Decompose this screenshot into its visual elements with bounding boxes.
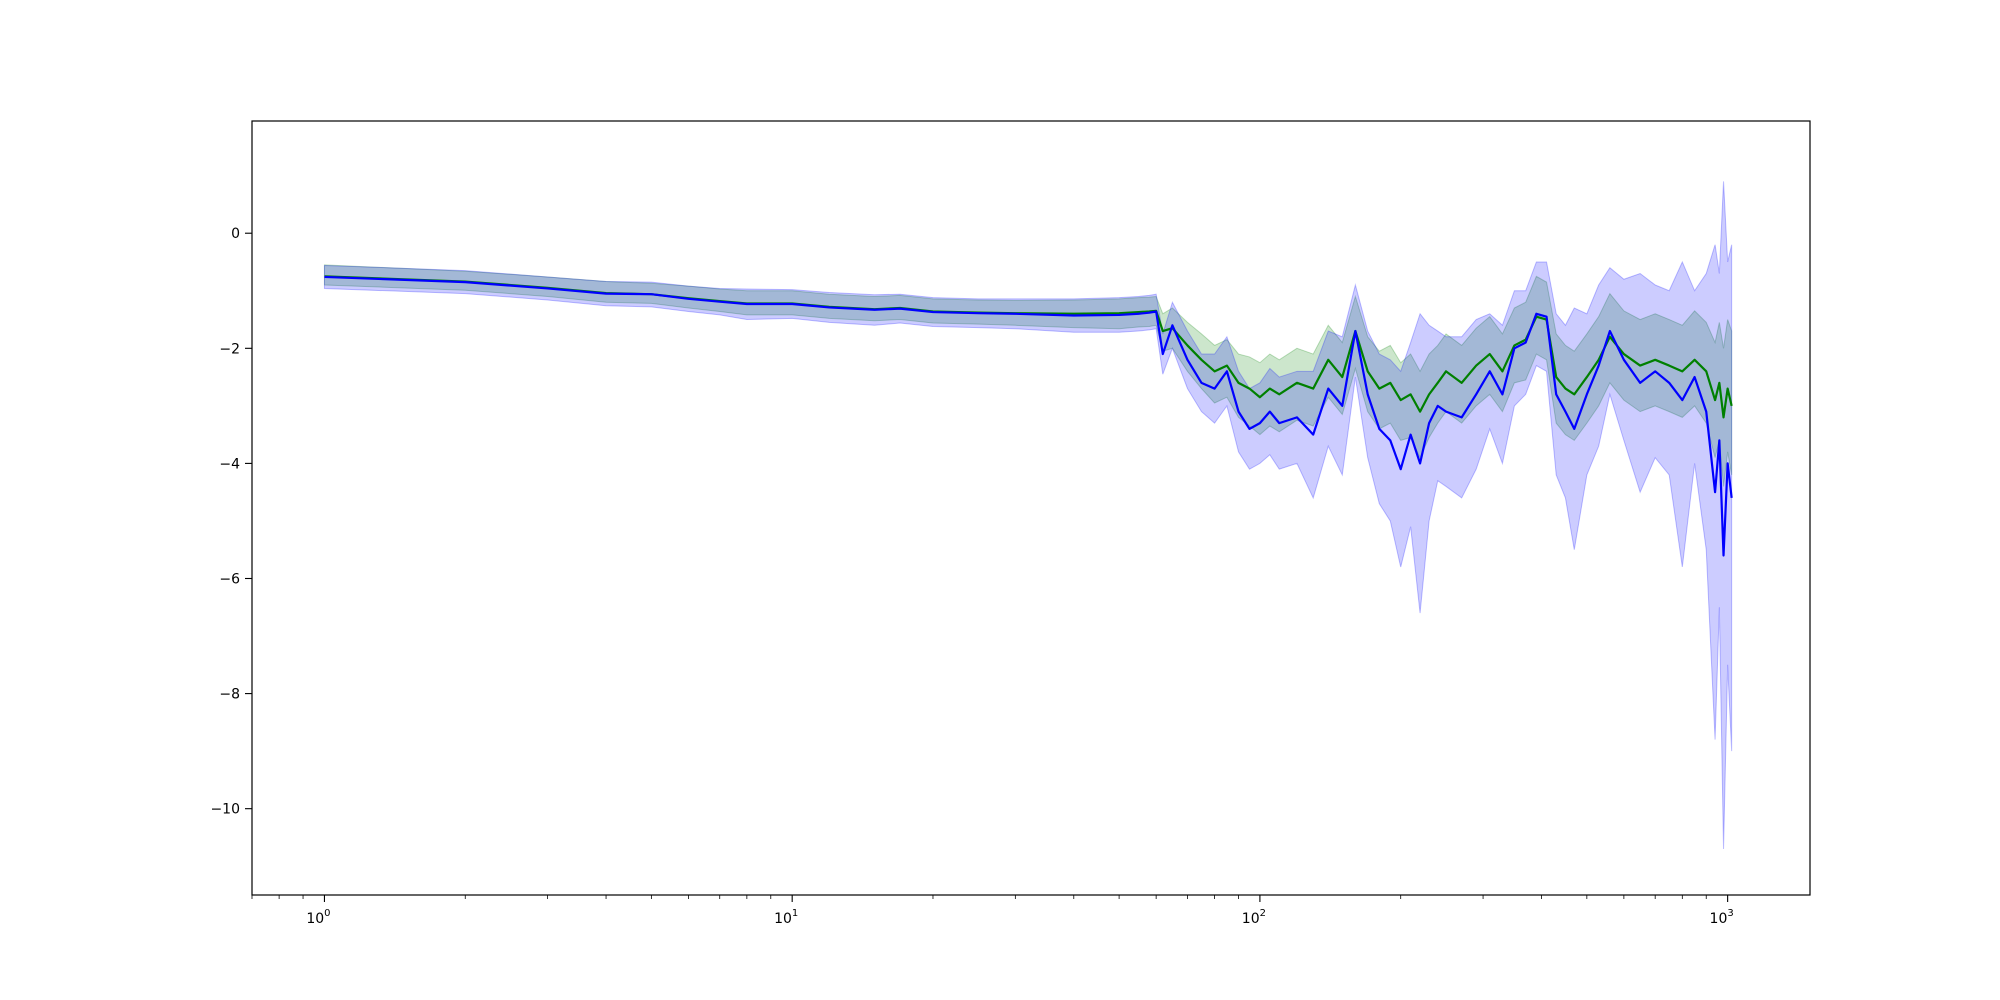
x-tick-label: 102 (1242, 908, 1266, 927)
plot-frame (251, 120, 1811, 896)
y-tick-label: −2 (219, 341, 240, 357)
series-lines (324, 275, 1733, 557)
y-tick-label: −4 (219, 456, 240, 472)
y-tick-label: 0 (231, 226, 240, 242)
y-tick-label: −6 (219, 571, 240, 587)
line-series-2 (324, 275, 1733, 557)
x-tick-label: 101 (774, 908, 798, 927)
x-tick-label: 103 (1710, 908, 1734, 927)
y-axis: 0 −2 −4 −6 −8 −10 (210, 226, 252, 818)
y-tick-label: −8 (219, 687, 240, 703)
x-tick-label: 100 (306, 908, 330, 927)
y-tick-label: −10 (210, 802, 240, 818)
x-axis: 100 101 102 103 (251, 895, 1734, 927)
